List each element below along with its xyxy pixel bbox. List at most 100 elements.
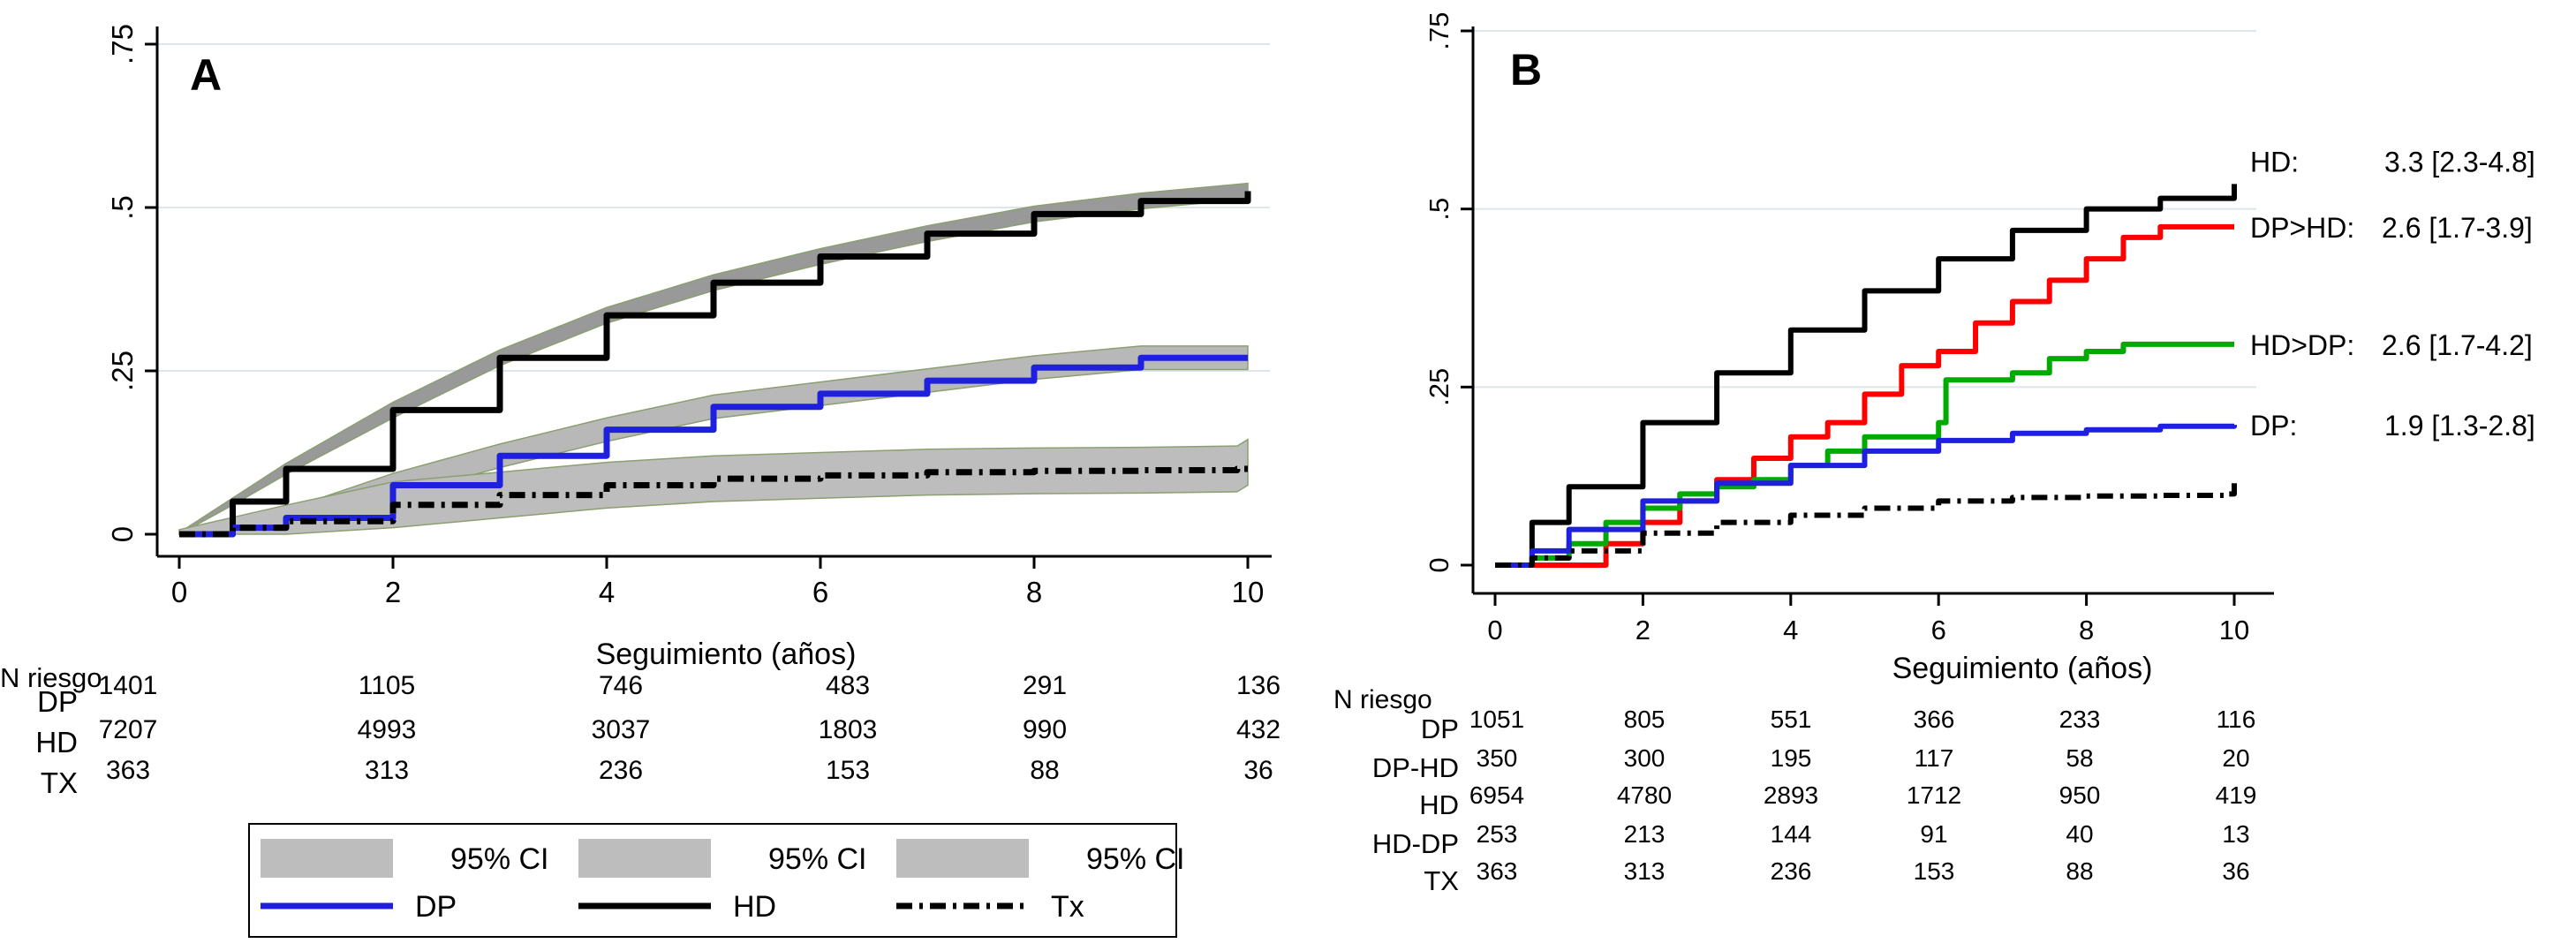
panel-b-risk-cell: 153 [1914, 857, 1955, 885]
panel-a-y-tick-label: .75 [106, 24, 139, 64]
panel-a-legend-swatch-ci [896, 839, 1029, 878]
panel-b-x-tick-label: 4 [1783, 615, 1798, 645]
panel-b-risk-title: N riesgo [1333, 685, 1432, 714]
panel-b-risk-cell: 300 [1624, 744, 1666, 772]
panel-b-risk-cell: 419 [2216, 781, 2257, 809]
panel-a-legend-label: Tx [1051, 890, 1084, 924]
panel-a-y-tick-label: .5 [106, 195, 139, 220]
panel-b-risk-row-label: DP [1421, 713, 1459, 744]
panel-a-risk-cell: 1803 [819, 715, 878, 744]
panel-b-risk-cell: 36 [2222, 857, 2249, 885]
panel-a-y-tick-label: .25 [106, 351, 139, 391]
panel-a-series-dp [179, 354, 1248, 538]
panel-a-legend-swatch-ci [261, 839, 393, 878]
panel-a-legend-label: 95% CI [1086, 842, 1185, 876]
panel-b-risk-cell: 144 [1771, 820, 1812, 848]
panel-a-series-hd [179, 191, 1251, 538]
panel-b-risk-row-label: HD-DP [1372, 828, 1459, 859]
panel-b-annotation-value: 3.3 [2.3-4.8] [2384, 146, 2535, 177]
panel-a-risk-cell: 4993 [358, 715, 417, 744]
panel-b-risk-cell: 117 [1915, 744, 1954, 772]
panel-b-risk-cell: 313 [1624, 857, 1666, 885]
panel-b-annotation-label: DP>HD: [2250, 212, 2354, 244]
panel-b-risk-cell: 950 [2059, 781, 2101, 809]
panel-a-legend-label: 95% CI [450, 842, 549, 876]
panel-b-risk-cell: 363 [1477, 857, 1518, 885]
panel-b-risk-cell: 350 [1477, 744, 1518, 772]
panel-a-legend: 95% CI 95% CI 95% CI DP HD Tx [248, 823, 1185, 938]
panel-a-risk-cell: 432 [1236, 715, 1280, 744]
panel-b-x-tick-label: 0 [1487, 615, 1502, 645]
panel-b-x-tick-label: 2 [1635, 615, 1651, 645]
panel-a-series-lines [179, 191, 1251, 538]
panel-b-risk-cell: 805 [1624, 706, 1666, 733]
panel-a-legend-swatch-ci [578, 839, 711, 878]
panel-a-y-ticks: 0 .25 .5 .75 [106, 24, 157, 542]
panel-b-y-tick-label: .25 [1424, 368, 1454, 406]
panel-a-risk-cell: 313 [365, 756, 409, 785]
panel-b-annotations: HD: 3.3 [2.3-4.8] DP>HD: 2.6 [1.7-3.9] HD>DP… [2250, 146, 2535, 442]
panel-b-x-tick-label: 6 [1931, 615, 1946, 645]
panel-b-risk-cell: 1051 [1469, 706, 1524, 733]
panel-b-x-ticks: 0 2 4 6 8 10 [1487, 593, 2249, 645]
panel-a-risk-row-label: HD [35, 726, 78, 759]
panel-a-risk-row-label: DP [37, 685, 78, 718]
panel-b-y-tick-label: .75 [1424, 11, 1454, 49]
panel-a-risk-cell: 3037 [592, 715, 651, 744]
panel-a-x-tick-label: 2 [385, 576, 401, 608]
panel-a-x-tick-label: 10 [1232, 576, 1265, 608]
panel-a-risk-cell: 153 [826, 756, 870, 785]
panel-a-risk-cell: 7207 [99, 715, 158, 744]
panel-b-risk-cell: 4780 [1617, 781, 1672, 809]
panel-b-risk-cell: 2893 [1764, 781, 1818, 809]
panel-a: 0 2 4 6 8 10 0 .25 .5 .75 A Seguimiento (años) N… [0, 24, 1280, 938]
panel-b-risk-cell: 213 [1624, 820, 1666, 848]
panel-a-risk-cell: 136 [1236, 671, 1280, 700]
panel-b-y-ticks: 0 .25 .5 .75 [1424, 11, 1473, 573]
panel-a-risk-cell: 88 [1030, 756, 1059, 785]
panel-a-x-ticks: 0 2 4 6 8 10 [171, 556, 1265, 608]
panel-b-risk-cell: 116 [2217, 706, 2256, 733]
panel-a-legend-label: 95% CI [768, 842, 867, 876]
panel-b: 0 2 4 6 8 10 0 .25 .5 .75 B Seguimiento (años) H… [1333, 11, 2535, 896]
panel-b-annotation-label: DP: [2250, 410, 2297, 442]
panel-b-risk-cell: 253 [1477, 820, 1518, 848]
panel-a-x-axis-label: Seguimiento (años) [596, 638, 857, 671]
panel-b-risk-cell: 58 [2066, 744, 2093, 772]
panel-a-risk-cell: 1401 [99, 671, 158, 700]
panel-a-risk-cell: 291 [1023, 671, 1067, 700]
panel-a-legend-label: HD [733, 890, 776, 924]
panel-b-y-tick-label: 0 [1424, 557, 1454, 572]
panel-a-x-tick-label: 0 [171, 576, 187, 608]
panel-b-series-hd [1495, 184, 2237, 568]
panel-b-risk-cell: 233 [2059, 706, 2101, 733]
panel-a-x-tick-label: 4 [599, 576, 615, 608]
panel-a-risk-cell: 483 [826, 671, 870, 700]
panel-b-risk-row-label: TX [1424, 865, 1459, 896]
panel-b-risk-cell: 195 [1771, 744, 1812, 772]
panel-a-x-tick-label: 6 [812, 576, 828, 608]
panel-b-risk-cell: 551 [1771, 706, 1812, 733]
panel-a-risk-cell: 236 [599, 756, 643, 785]
panel-a-letter: A [190, 50, 222, 100]
panel-b-risk-row-label: DP-HD [1372, 752, 1459, 783]
panel-a-y-tick-label: 0 [106, 526, 139, 542]
panel-b-risk-cell: 88 [2066, 857, 2093, 885]
panel-b-risk-cell: 20 [2222, 744, 2249, 772]
panel-a-risk-cell: 746 [599, 671, 643, 700]
panel-b-risk-row-label: HD [1419, 789, 1459, 820]
panel-b-series-lines [1495, 184, 2237, 568]
panel-b-risk-cell: 1712 [1907, 781, 1961, 809]
panel-b-x-tick-label: 8 [2079, 615, 2094, 645]
panel-a-risk-row-label: TX [41, 766, 78, 799]
panel-a-risk-cell: 36 [1243, 756, 1273, 785]
panel-a-x-tick-label: 8 [1026, 576, 1042, 608]
panel-b-series-tx [1495, 483, 2237, 568]
panel-b-risk-cell: 366 [1914, 706, 1955, 733]
panel-a-risk-title: N riesgo [0, 662, 102, 693]
panel-a-risk-cell: 990 [1023, 715, 1067, 744]
panel-b-letter: B [1510, 45, 1542, 94]
